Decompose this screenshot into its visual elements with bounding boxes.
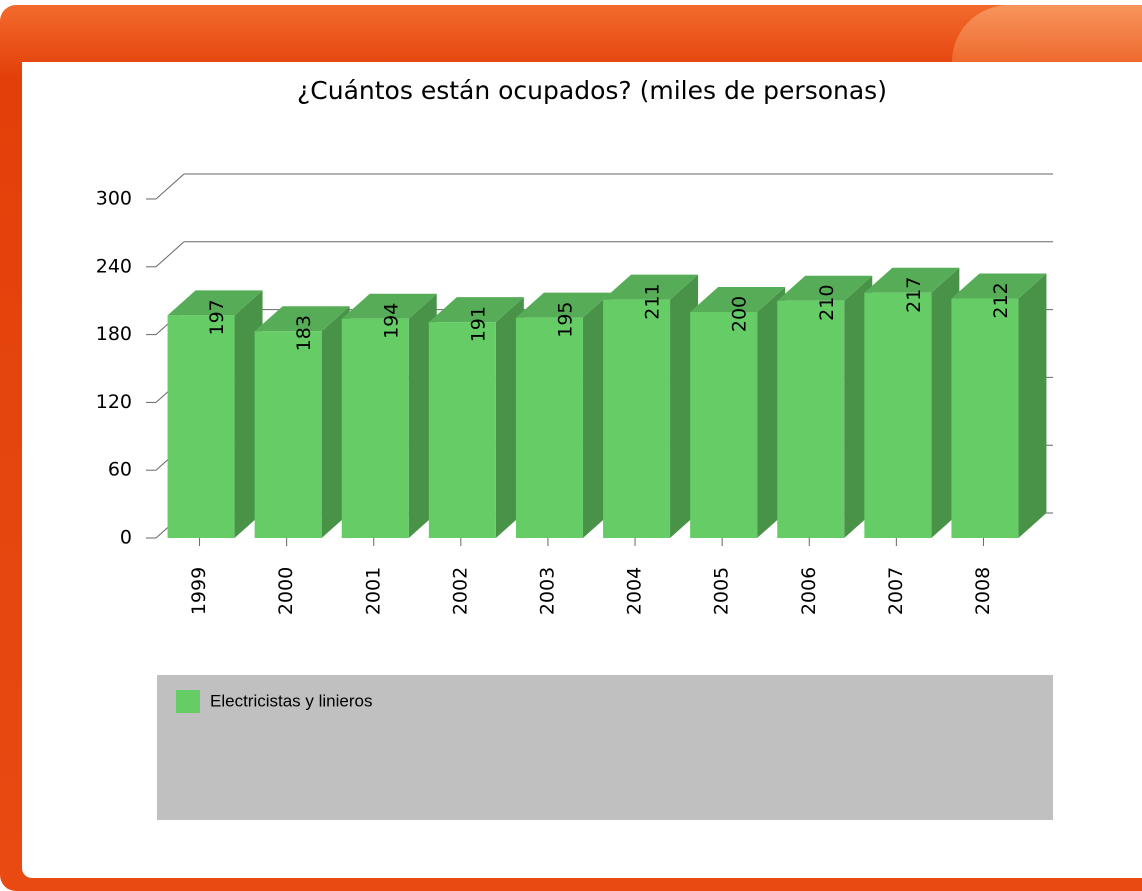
x-tick-label: 2006 [798, 567, 820, 615]
bar-front [690, 312, 757, 538]
x-tick-label: 2008 [972, 567, 994, 615]
bar-front [429, 322, 496, 538]
bar-front [951, 298, 1018, 538]
chart: ¿Cuántos están ocupados? (miles de perso… [0, 0, 1142, 891]
bar-front [603, 300, 670, 538]
value-label: 211 [642, 283, 664, 319]
y-tick-label: 240 [96, 255, 132, 277]
x-tick-label: 2002 [449, 567, 471, 615]
bar-side [1018, 273, 1046, 538]
value-label: 183 [293, 315, 315, 351]
x-tick-label: 2005 [711, 567, 733, 615]
bar-front [777, 301, 844, 538]
x-tick-label: 2001 [362, 567, 384, 615]
legend-swatch [176, 690, 200, 713]
bar-front [255, 331, 322, 538]
x-tick-label: 2000 [275, 567, 297, 615]
value-label: 212 [990, 282, 1012, 318]
x-tick-label: 2004 [624, 567, 646, 615]
value-label: 200 [729, 296, 751, 332]
bar-front [168, 315, 235, 538]
y-tick-label: 0 [120, 527, 132, 549]
grid-connector [156, 174, 184, 199]
bar-front [864, 293, 931, 538]
value-label: 210 [816, 285, 838, 321]
y-tick-label: 180 [96, 323, 132, 345]
value-label: 197 [206, 299, 228, 335]
value-label: 217 [903, 277, 925, 313]
bar-front [342, 319, 409, 538]
chart-title: ¿Cuántos están ocupados? (miles de perso… [297, 76, 887, 105]
y-tick-label: 120 [96, 391, 132, 413]
y-tick-label: 60 [108, 459, 132, 481]
x-tick-label: 2007 [885, 567, 907, 615]
x-tick-label: 1999 [188, 567, 210, 615]
value-label: 191 [467, 306, 489, 342]
grid-connector [156, 242, 184, 267]
x-tick-label: 2003 [536, 567, 558, 615]
legend-label: Electricistas y linieros [210, 691, 373, 710]
page: ¿Cuántos están ocupados? (miles de perso… [0, 0, 1142, 891]
y-tick-label: 300 [96, 188, 132, 210]
bar-front [516, 318, 583, 538]
value-label: 194 [380, 303, 402, 339]
value-label: 195 [554, 302, 576, 338]
